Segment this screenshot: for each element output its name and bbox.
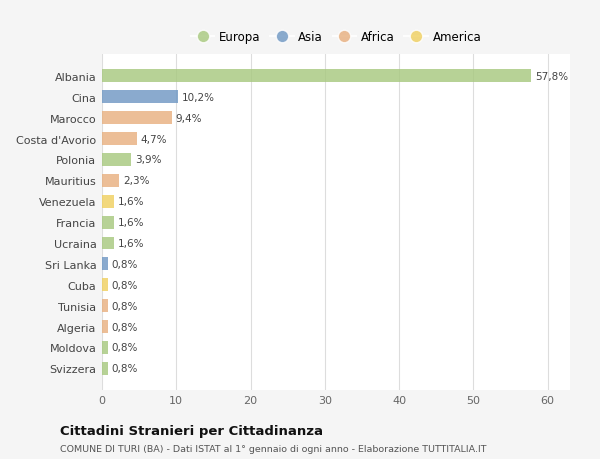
Bar [102, 112, 172, 125]
Bar [102, 279, 108, 291]
Text: 0,8%: 0,8% [112, 342, 138, 353]
Bar [102, 91, 178, 104]
Text: 0,8%: 0,8% [112, 364, 138, 374]
Bar [102, 133, 137, 146]
Bar [102, 299, 108, 313]
Legend: Europa, Asia, Africa, America: Europa, Asia, Africa, America [187, 28, 485, 47]
Text: 3,9%: 3,9% [134, 155, 161, 165]
Text: 0,8%: 0,8% [112, 322, 138, 332]
Bar [102, 70, 532, 83]
Bar [102, 258, 108, 271]
Text: 0,8%: 0,8% [112, 259, 138, 269]
Bar [102, 341, 108, 354]
Bar [102, 196, 114, 208]
Bar [102, 320, 108, 333]
Bar [102, 362, 108, 375]
Bar [102, 154, 131, 167]
Text: 0,8%: 0,8% [112, 280, 138, 290]
Text: 10,2%: 10,2% [181, 93, 214, 103]
Text: 57,8%: 57,8% [535, 72, 568, 82]
Text: 1,6%: 1,6% [118, 218, 144, 228]
Text: 1,6%: 1,6% [118, 197, 144, 207]
Text: 1,6%: 1,6% [118, 239, 144, 248]
Text: COMUNE DI TURI (BA) - Dati ISTAT al 1° gennaio di ogni anno - Elaborazione TUTTI: COMUNE DI TURI (BA) - Dati ISTAT al 1° g… [60, 444, 487, 453]
Text: 2,3%: 2,3% [123, 176, 149, 186]
Bar [102, 174, 119, 187]
Text: 0,8%: 0,8% [112, 301, 138, 311]
Text: 4,7%: 4,7% [140, 134, 167, 144]
Bar [102, 237, 114, 250]
Bar [102, 216, 114, 229]
Text: Cittadini Stranieri per Cittadinanza: Cittadini Stranieri per Cittadinanza [60, 424, 323, 437]
Text: 9,4%: 9,4% [176, 113, 202, 123]
